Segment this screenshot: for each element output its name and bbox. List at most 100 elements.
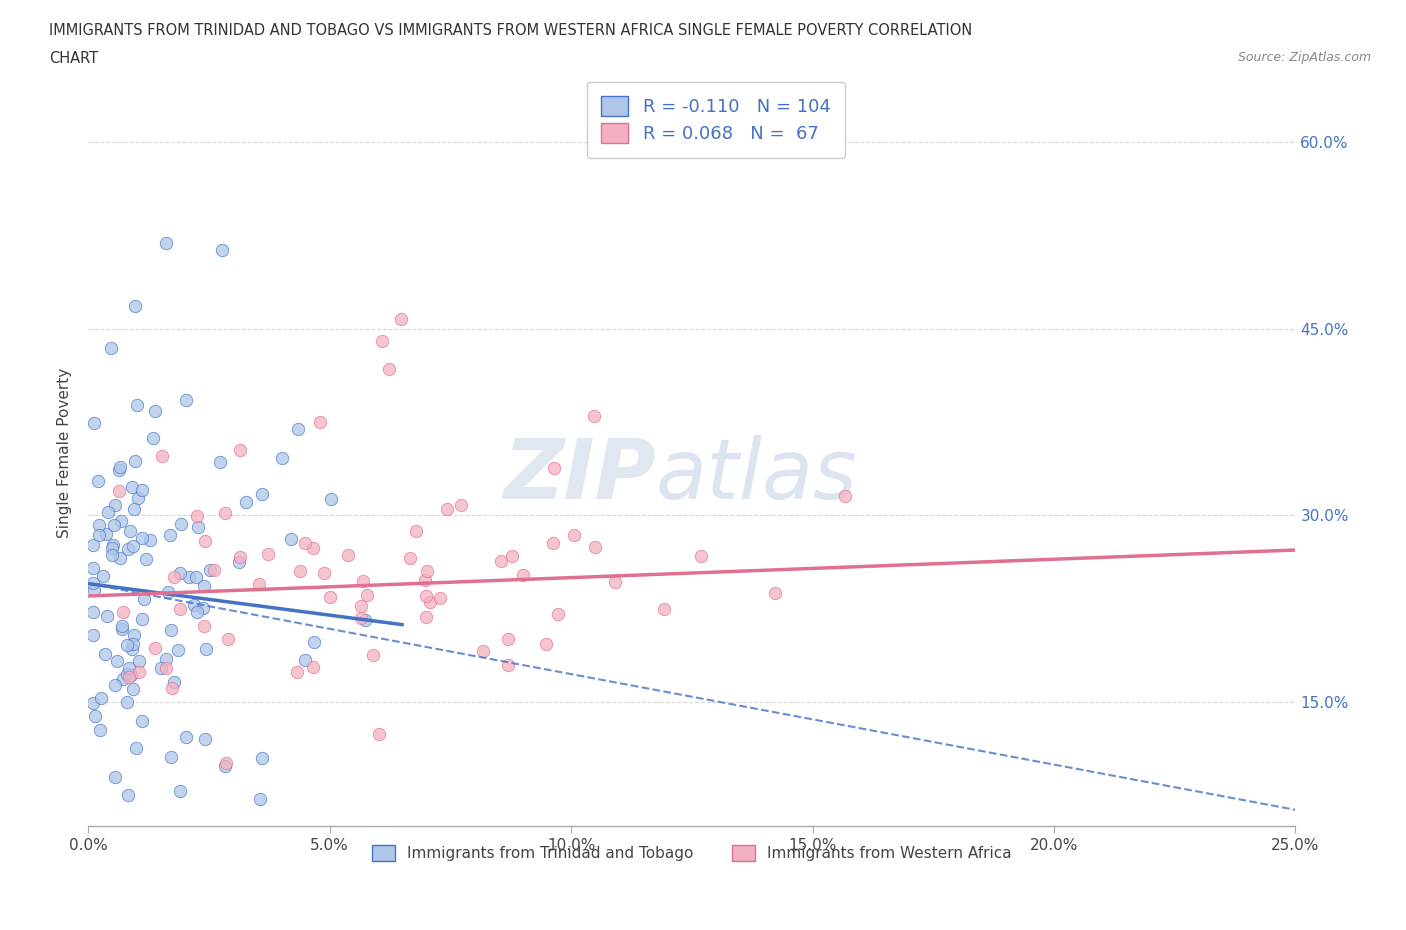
Point <box>101 538 124 552</box>
Point <box>115 637 138 652</box>
Point <box>361 647 384 662</box>
Text: IMMIGRANTS FROM TRINIDAD AND TOBAGO VS IMMIGRANTS FROM WESTERN AFRICA SINGLE FEM: IMMIGRANTS FROM TRINIDAD AND TOBAGO VS I… <box>49 23 973 38</box>
Point <box>193 534 215 549</box>
Point <box>399 551 422 565</box>
Point <box>121 642 143 657</box>
Point <box>127 491 149 506</box>
Point <box>143 404 166 418</box>
Point <box>208 455 231 470</box>
Point <box>122 682 145 697</box>
Point <box>107 484 129 498</box>
Point <box>82 696 104 711</box>
Point <box>174 730 197 745</box>
Point <box>605 575 627 590</box>
Point <box>104 769 127 784</box>
Point <box>690 549 713 564</box>
Point <box>94 527 117 542</box>
Point <box>143 641 166 656</box>
Point <box>128 665 150 680</box>
Text: Source: ZipAtlas.com: Source: ZipAtlas.com <box>1237 51 1371 64</box>
Point <box>319 590 342 604</box>
Point <box>249 791 271 806</box>
Point <box>90 691 112 706</box>
Point <box>389 312 412 326</box>
Point <box>285 664 308 679</box>
Point <box>512 567 534 582</box>
Point <box>169 565 191 580</box>
Point <box>150 660 173 675</box>
Point <box>104 498 127 512</box>
Point <box>94 646 117 661</box>
Point <box>202 563 225 578</box>
Point <box>121 637 143 652</box>
Point <box>160 681 183 696</box>
Point <box>302 635 325 650</box>
Legend: Immigrants from Trinidad and Tobago, Immigrants from Western Africa: Immigrants from Trinidad and Tobago, Imm… <box>363 836 1021 870</box>
Point <box>115 667 138 682</box>
Point <box>82 628 104 643</box>
Point <box>118 670 141 684</box>
Point <box>350 611 373 626</box>
Point <box>217 632 239 647</box>
Point <box>252 751 274 766</box>
Point <box>115 695 138 710</box>
Point <box>541 536 564 551</box>
Point <box>562 527 585 542</box>
Point <box>128 654 150 669</box>
Point <box>501 549 523 564</box>
Point <box>163 569 186 584</box>
Point <box>183 598 205 613</box>
Point <box>186 509 208 524</box>
Text: ZIP: ZIP <box>503 435 655 516</box>
Point <box>489 554 512 569</box>
Point <box>111 618 134 633</box>
Point <box>111 604 134 619</box>
Point <box>125 398 148 413</box>
Point <box>187 520 209 535</box>
Point <box>155 235 177 250</box>
Point <box>121 480 143 495</box>
Point <box>138 533 160 548</box>
Point <box>159 527 181 542</box>
Point <box>159 623 181 638</box>
Point <box>111 622 134 637</box>
Point <box>543 460 565 475</box>
Point <box>250 487 273 502</box>
Point <box>155 651 177 666</box>
Point <box>287 422 309 437</box>
Point <box>120 668 142 683</box>
Point <box>110 513 132 528</box>
Point <box>415 589 437 604</box>
Point <box>82 538 104 552</box>
Point <box>82 560 104 575</box>
Point <box>371 334 394 349</box>
Point <box>100 340 122 355</box>
Point <box>118 524 141 538</box>
Point <box>82 604 104 619</box>
Point <box>294 653 316 668</box>
Point <box>82 576 104 591</box>
Point <box>135 551 157 566</box>
Point <box>534 637 557 652</box>
Point <box>91 568 114 583</box>
Point <box>124 453 146 468</box>
Point <box>418 594 440 609</box>
Point <box>312 565 335 580</box>
Point <box>280 532 302 547</box>
Point <box>193 601 215 616</box>
Point <box>214 758 236 773</box>
Point <box>309 415 332 430</box>
Point <box>84 709 107 724</box>
Point <box>87 518 110 533</box>
Point <box>131 531 153 546</box>
Point <box>131 713 153 728</box>
Point <box>174 392 197 407</box>
Point <box>413 572 436 587</box>
Point <box>352 574 374 589</box>
Point <box>166 642 188 657</box>
Point <box>471 644 494 658</box>
Point <box>107 462 129 477</box>
Point <box>367 726 389 741</box>
Point <box>229 550 252 565</box>
Point <box>124 502 146 517</box>
